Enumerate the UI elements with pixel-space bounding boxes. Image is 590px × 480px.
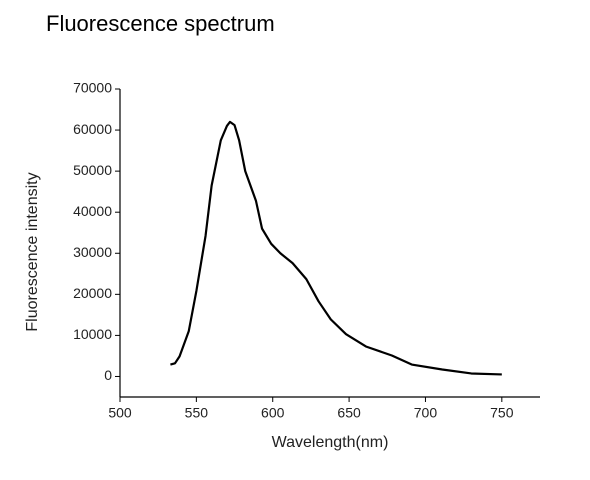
x-tick-label: 700 — [414, 405, 438, 421]
y-tick-label: 70000 — [73, 80, 112, 96]
y-tick-label: 60000 — [73, 121, 112, 137]
x-tick-label: 750 — [490, 405, 514, 421]
y-tick-label: 30000 — [73, 244, 112, 260]
y-tick-label: 40000 — [73, 203, 112, 219]
x-tick-label: 500 — [108, 405, 132, 421]
y-tick-label: 10000 — [73, 326, 112, 342]
x-tick-label: 600 — [261, 405, 285, 421]
x-axis-label: Wavelength(nm) — [272, 434, 389, 451]
x-tick-label: 550 — [185, 405, 209, 421]
chart-title: Fluorescence spectrum — [46, 11, 275, 36]
data-line — [170, 120, 502, 376]
x-tick-label: 650 — [337, 405, 361, 421]
y-axis-label: Fluorescence intensity — [24, 172, 41, 331]
y-tick-label: 0 — [104, 367, 112, 383]
y-tick-label: 50000 — [73, 162, 112, 178]
y-tick-label: 20000 — [73, 285, 112, 301]
